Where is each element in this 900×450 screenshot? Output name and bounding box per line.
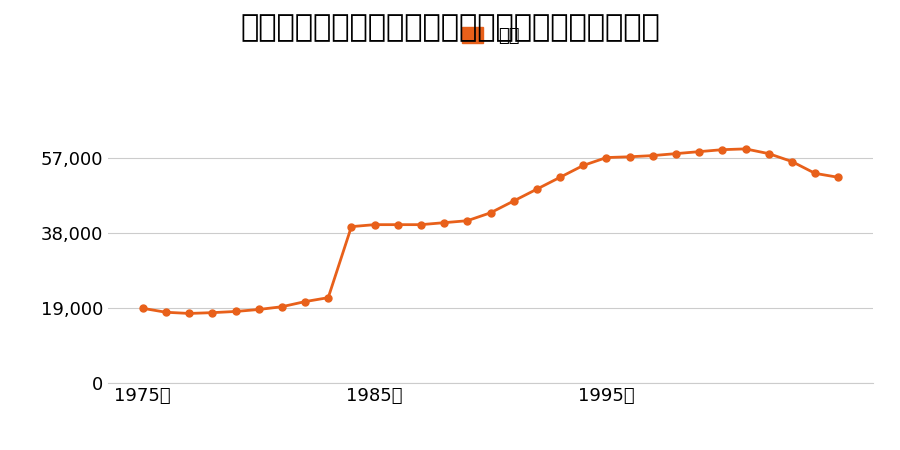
- Text: 鳥取県鳥取市大字奥谷字打越２０５番６の地価推移: 鳥取県鳥取市大字奥谷字打越２０５番６の地価推移: [240, 14, 660, 42]
- Legend: 価格: 価格: [454, 20, 526, 52]
